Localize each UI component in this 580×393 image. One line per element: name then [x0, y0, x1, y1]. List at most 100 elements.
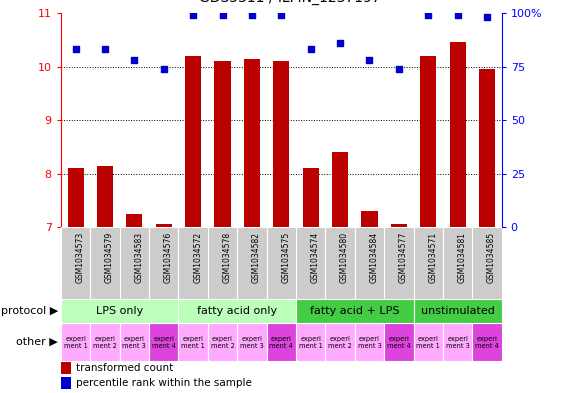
- Bar: [355, 227, 384, 299]
- Text: GSM1034577: GSM1034577: [399, 232, 408, 283]
- Bar: [443, 227, 472, 299]
- Bar: [90, 323, 119, 361]
- Point: [71, 46, 80, 53]
- Point: [100, 46, 110, 53]
- Bar: [61, 323, 90, 361]
- Text: GSM1034573: GSM1034573: [75, 232, 85, 283]
- Bar: [479, 69, 495, 227]
- Text: transformed count: transformed count: [77, 363, 173, 373]
- Text: GSM1034580: GSM1034580: [340, 232, 349, 283]
- Text: GDS5311 / ILMN_1237197: GDS5311 / ILMN_1237197: [199, 0, 381, 5]
- Point: [335, 40, 345, 46]
- Text: experi
ment 4: experi ment 4: [387, 336, 411, 349]
- Text: experi
ment 4: experi ment 4: [152, 336, 176, 349]
- Point: [159, 66, 168, 72]
- Text: LPS only: LPS only: [96, 306, 143, 316]
- Bar: [267, 323, 296, 361]
- Text: GSM1034583: GSM1034583: [135, 232, 143, 283]
- Bar: [90, 227, 119, 299]
- Bar: [61, 377, 71, 389]
- Bar: [208, 323, 237, 361]
- Bar: [61, 227, 90, 299]
- Point: [188, 12, 198, 18]
- Bar: [185, 56, 201, 227]
- Text: GSM1034571: GSM1034571: [428, 232, 437, 283]
- Bar: [208, 227, 237, 299]
- Bar: [61, 299, 179, 323]
- Bar: [119, 323, 149, 361]
- Text: GSM1034581: GSM1034581: [458, 232, 467, 283]
- Bar: [237, 323, 267, 361]
- Text: GSM1034585: GSM1034585: [487, 232, 496, 283]
- Bar: [126, 214, 143, 227]
- Text: unstimulated: unstimulated: [420, 306, 495, 316]
- Bar: [155, 224, 172, 227]
- Bar: [149, 227, 179, 299]
- Bar: [273, 61, 289, 227]
- Text: GSM1034572: GSM1034572: [193, 232, 202, 283]
- Bar: [384, 323, 414, 361]
- Point: [483, 14, 492, 20]
- Bar: [450, 42, 466, 227]
- Bar: [67, 168, 84, 227]
- Bar: [414, 323, 443, 361]
- Point: [277, 12, 286, 18]
- Text: experi
ment 3: experi ment 3: [122, 336, 146, 349]
- Point: [423, 12, 433, 18]
- Point: [306, 46, 316, 53]
- Bar: [267, 227, 296, 299]
- Bar: [296, 227, 325, 299]
- Text: experi
ment 1: experi ment 1: [299, 336, 322, 349]
- Bar: [215, 61, 231, 227]
- Point: [247, 12, 256, 18]
- Text: GSM1034584: GSM1034584: [369, 232, 379, 283]
- Bar: [361, 211, 378, 227]
- Bar: [179, 323, 208, 361]
- Text: GSM1034576: GSM1034576: [164, 232, 173, 283]
- Bar: [443, 323, 472, 361]
- Bar: [61, 362, 71, 374]
- Bar: [391, 224, 407, 227]
- Bar: [414, 227, 443, 299]
- Bar: [355, 323, 384, 361]
- Bar: [237, 227, 267, 299]
- Bar: [296, 323, 325, 361]
- Point: [365, 57, 374, 63]
- Bar: [97, 165, 113, 227]
- Text: protocol ▶: protocol ▶: [1, 306, 58, 316]
- Bar: [384, 227, 414, 299]
- Text: experi
ment 2: experi ment 2: [211, 336, 234, 349]
- Bar: [179, 227, 208, 299]
- Bar: [325, 227, 355, 299]
- Text: experi
ment 1: experi ment 1: [64, 336, 88, 349]
- Text: experi
ment 2: experi ment 2: [93, 336, 117, 349]
- Text: experi
ment 2: experi ment 2: [328, 336, 352, 349]
- Text: fatty acid only: fatty acid only: [197, 306, 277, 316]
- Point: [130, 57, 139, 63]
- Bar: [414, 299, 502, 323]
- Point: [218, 12, 227, 18]
- Bar: [119, 227, 149, 299]
- Text: other ▶: other ▶: [16, 337, 58, 347]
- Text: experi
ment 4: experi ment 4: [475, 336, 499, 349]
- Bar: [420, 56, 436, 227]
- Point: [453, 12, 462, 18]
- Text: experi
ment 3: experi ment 3: [446, 336, 469, 349]
- Text: GSM1034574: GSM1034574: [311, 232, 320, 283]
- Text: GSM1034578: GSM1034578: [223, 232, 231, 283]
- Bar: [472, 227, 502, 299]
- Bar: [303, 168, 319, 227]
- Text: GSM1034579: GSM1034579: [105, 232, 114, 283]
- Bar: [296, 299, 414, 323]
- Text: GSM1034582: GSM1034582: [252, 232, 261, 283]
- Text: experi
ment 3: experi ment 3: [240, 336, 264, 349]
- Text: experi
ment 3: experi ment 3: [358, 336, 381, 349]
- Text: percentile rank within the sample: percentile rank within the sample: [77, 378, 252, 388]
- Bar: [325, 323, 355, 361]
- Bar: [179, 299, 296, 323]
- Text: experi
ment 4: experi ment 4: [269, 336, 293, 349]
- Bar: [332, 152, 348, 227]
- Text: fatty acid + LPS: fatty acid + LPS: [310, 306, 400, 316]
- Bar: [244, 59, 260, 227]
- Text: GSM1034575: GSM1034575: [281, 232, 291, 283]
